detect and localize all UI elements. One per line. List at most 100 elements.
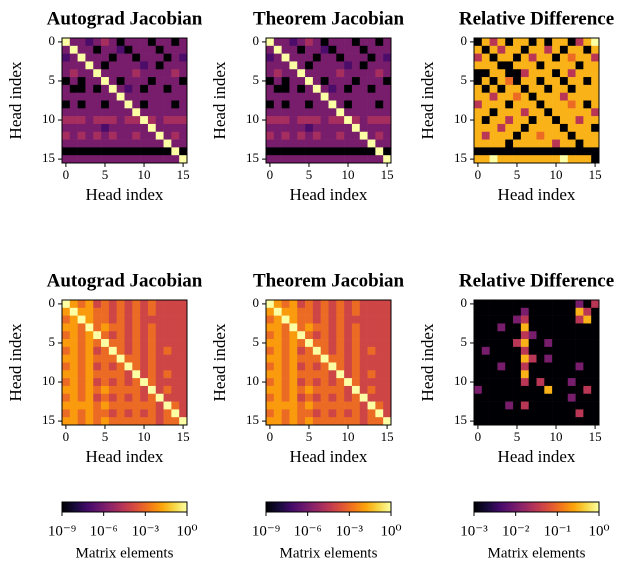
heatmap-cell [163,300,172,309]
heatmap-cell [552,155,561,164]
heatmap-cell [344,123,353,133]
heatmap-cell [520,370,529,379]
heatmap-cell [163,69,172,78]
heatmap-cell [101,378,110,387]
heatmap-cell [552,147,561,156]
heatmap-cell [140,385,149,395]
heatmap-cell [344,147,353,156]
heatmap-cell [124,385,133,395]
heatmap-cell [108,123,117,133]
heatmap-cell [273,315,282,324]
heatmap-cell [305,116,314,125]
colorbar-segment [74,502,77,512]
heatmap-cell [505,84,514,93]
heatmap-cell [171,155,180,164]
heatmap-cell [351,346,361,355]
heatmap-cell [273,84,282,93]
heatmap-cell [583,147,592,156]
heatmap-cell [281,147,290,156]
heatmap-cell [528,339,537,348]
heatmap-cell [559,147,569,156]
heatmap-cell [312,393,321,402]
heatmap-cell [552,401,561,410]
colorbar-segment [141,502,144,512]
heatmap-cell [336,300,345,309]
heatmap-cell [132,331,141,340]
heatmap-cell [328,417,337,426]
heatmap-cell [312,401,321,410]
heatmap-cell [505,38,514,47]
heatmap-cell [171,139,180,148]
heatmap-cell [273,92,282,101]
heatmap-cell [383,339,392,348]
heatmap-cell [273,417,282,426]
heatmap-cell [116,362,125,371]
heatmap-cell [297,362,306,371]
heatmap-cell [367,339,376,348]
heatmap-cell [266,61,275,70]
heatmap-cell [528,315,537,324]
colorbar-segment [474,502,477,512]
heatmap-cell [344,378,353,387]
heatmap-cell [163,323,172,332]
heatmap-cell [85,147,94,156]
colorbar-segment [166,502,169,512]
heatmap-cell [281,354,290,363]
heatmap-cell [591,378,600,387]
heatmap-cell [77,123,86,133]
heatmap-cell [101,92,110,101]
heatmap-cell [328,147,337,156]
heatmap-cell [163,77,172,86]
heatmap-cell [62,155,71,164]
heatmap-cell [266,139,275,148]
heatmap-cell [108,307,117,316]
x-tick-label: 10 [550,167,563,182]
heatmap-cell [351,409,361,418]
heatmap-cell [305,131,314,140]
colorbar-segment [324,502,327,512]
heatmap-cell [591,108,600,117]
heatmap-cell [179,53,188,62]
heatmap-cell [305,339,314,348]
heatmap-cell [62,354,71,363]
colorbar-segment [120,502,123,512]
heatmap-cell [505,323,514,332]
colorbar-segment [343,502,346,512]
colorbar-segment [278,502,281,512]
heatmap-cell [116,45,125,54]
heatmap-cell [552,346,561,355]
heatmap-cell [132,362,141,371]
heatmap-cell [591,315,600,324]
heatmap-cell [116,69,125,78]
heatmap-cell [552,307,561,316]
heatmap-cell [163,123,172,133]
heatmap-cell [544,385,553,395]
heatmap-cell [520,307,529,316]
heatmap-cell [575,84,584,93]
heatmap-cell [132,77,141,86]
heatmap-cell [359,123,368,133]
heatmap-cell [266,307,275,316]
heatmap-cell [351,84,361,93]
heatmap-cell [273,346,282,355]
heatmap-cell [575,315,584,324]
heatmap-cell [179,362,188,371]
y-tick-label: 10 [246,373,259,388]
heatmap-cell [336,370,345,379]
heatmap-cell [591,116,600,125]
heatmap-cell [336,139,345,148]
heatmap-cell [101,123,110,133]
heatmap-cell [544,45,553,54]
heatmap-cell [575,339,584,348]
heatmap-cell [359,331,368,340]
colorbar-segment [532,502,535,512]
heatmap-cell [513,339,522,348]
colorbar-segment [137,502,140,512]
colorbar-segment [336,502,340,512]
heatmap-cell [489,45,498,54]
heatmap-cell [359,77,368,86]
heatmap-cell [536,354,545,363]
heatmap-cell [497,139,506,148]
heatmap-cell [489,323,498,332]
heatmap-cell [124,409,133,418]
